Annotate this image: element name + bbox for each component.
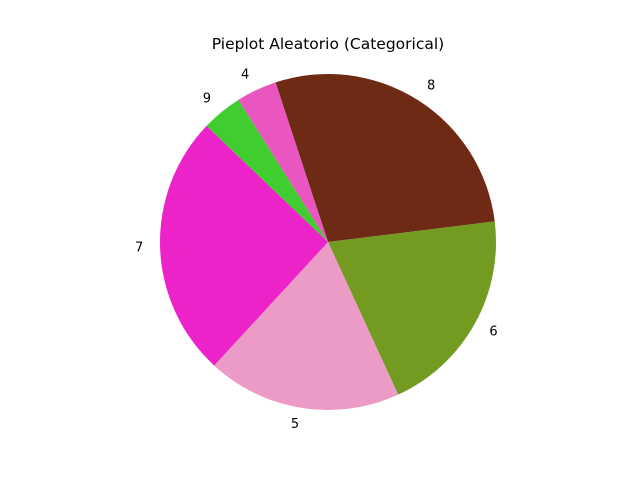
pie-slice-8 [275, 73, 495, 242]
pie-labels: 8 6 5 7 9 4 [135, 67, 498, 432]
chart-title: Pieplot Aleatorio (Categorical) [212, 35, 444, 53]
pie-slice-7 [160, 125, 328, 366]
pie-slice-5 [214, 242, 399, 410]
pie-slice-9 [206, 99, 328, 243]
pie-label-9: 9 [203, 91, 211, 106]
pie-label-7: 7 [135, 240, 143, 255]
pie-label-5: 5 [291, 417, 299, 432]
pie-slices [160, 73, 496, 410]
pie-label-6: 6 [489, 324, 497, 339]
pie-label-4: 4 [241, 67, 249, 82]
pie-slice-4 [238, 82, 328, 243]
pie-label-8: 8 [427, 78, 435, 93]
pie-slice-6 [328, 221, 496, 395]
